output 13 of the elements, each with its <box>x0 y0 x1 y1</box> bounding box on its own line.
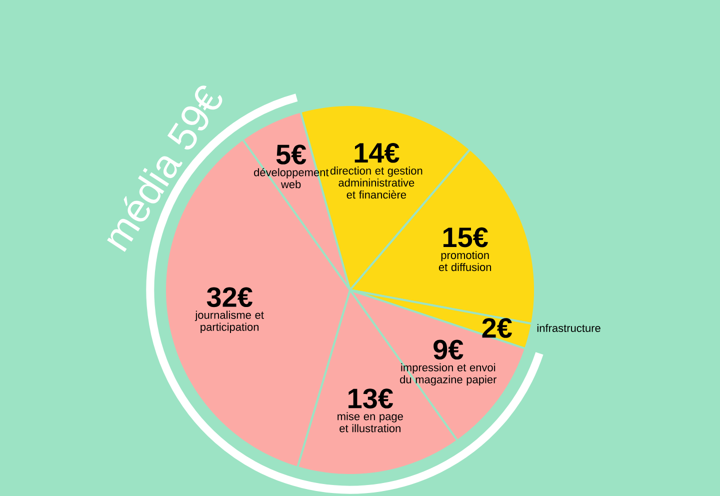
data-label: 9€ <box>434 340 464 360</box>
data-label: 15€ <box>443 227 488 248</box>
slice-label: direction et gestion admininistrative et financière <box>330 166 422 199</box>
data-label: 14€ <box>354 142 400 163</box>
slice-label: impression et envoi du magazine papier <box>400 363 497 386</box>
data-label: 32€ <box>206 287 252 308</box>
slice-label: mise en page et illustration <box>338 412 403 432</box>
slice-label: journalisme et participation <box>194 310 264 334</box>
data-label: 13€ <box>348 388 394 408</box>
slice-label: promotion et diffusion <box>438 250 492 272</box>
data-label: 5€ <box>276 144 306 164</box>
slice-label: infrastructure <box>537 324 600 332</box>
data-label: 2€ <box>482 318 512 338</box>
